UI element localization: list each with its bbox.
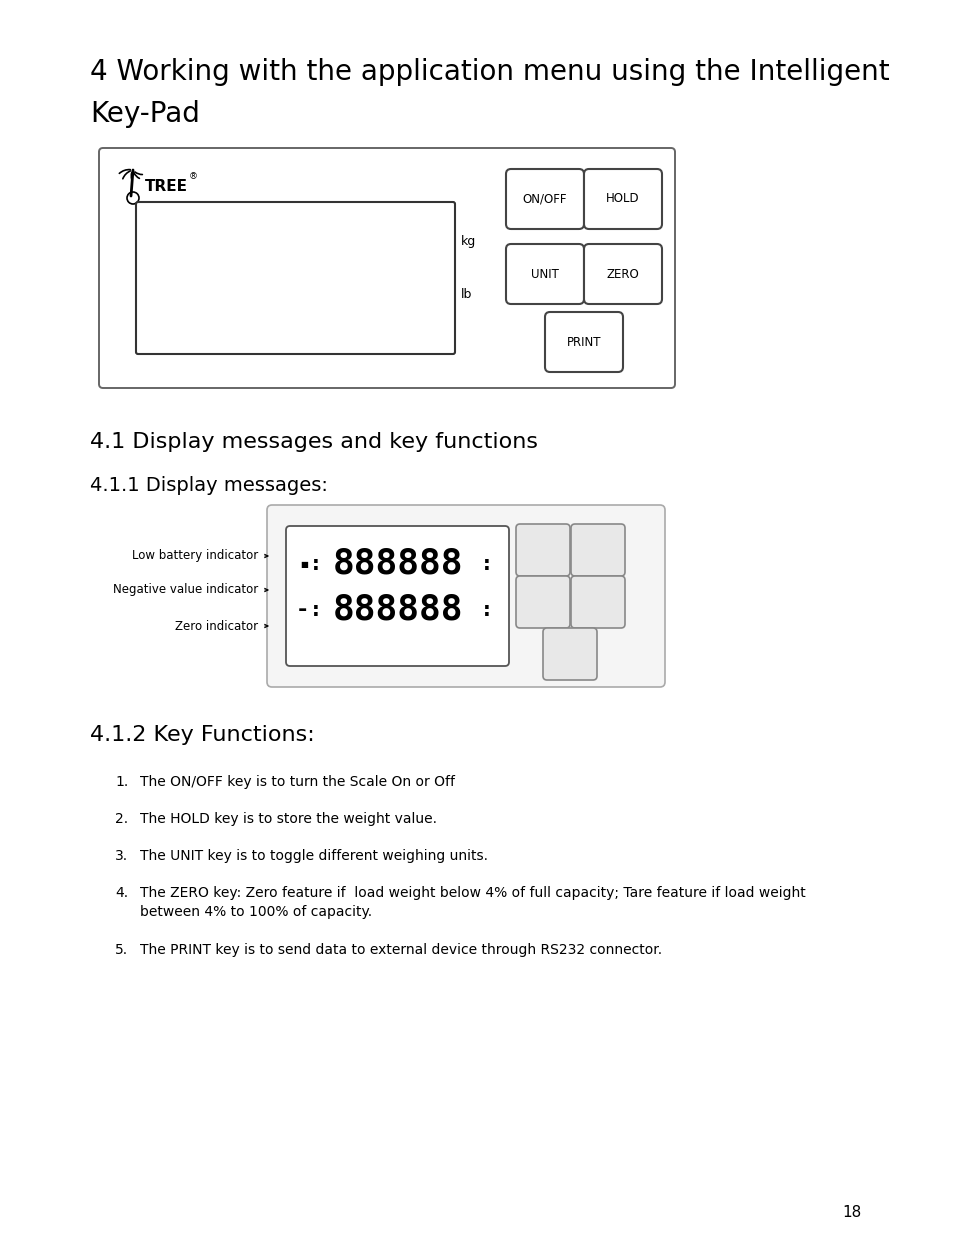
Text: UNIT: UNIT bbox=[531, 268, 558, 280]
Text: -: - bbox=[297, 600, 306, 620]
FancyBboxPatch shape bbox=[99, 148, 675, 388]
Text: ON/OFF: ON/OFF bbox=[522, 193, 567, 205]
Text: kg: kg bbox=[460, 236, 476, 248]
Text: The PRINT key is to send data to external device through RS232 connector.: The PRINT key is to send data to externa… bbox=[140, 944, 661, 957]
FancyBboxPatch shape bbox=[571, 524, 624, 576]
FancyBboxPatch shape bbox=[516, 524, 569, 576]
Text: TREE: TREE bbox=[145, 179, 188, 194]
Text: 5.: 5. bbox=[115, 944, 128, 957]
Text: ZERO: ZERO bbox=[606, 268, 639, 280]
Text: The ZERO key: Zero feature if  load weight below 4% of full capacity; Tare featu: The ZERO key: Zero feature if load weigh… bbox=[140, 885, 805, 900]
FancyBboxPatch shape bbox=[286, 526, 509, 666]
Text: 1.: 1. bbox=[115, 776, 128, 789]
Text: :: : bbox=[482, 555, 491, 573]
FancyBboxPatch shape bbox=[544, 312, 622, 372]
Text: The HOLD key is to store the weight value.: The HOLD key is to store the weight valu… bbox=[140, 811, 436, 826]
Text: 4.1 Display messages and key functions: 4.1 Display messages and key functions bbox=[90, 432, 537, 452]
FancyBboxPatch shape bbox=[583, 245, 661, 304]
FancyBboxPatch shape bbox=[583, 169, 661, 228]
FancyBboxPatch shape bbox=[516, 576, 569, 629]
Text: Low battery indicator: Low battery indicator bbox=[132, 550, 257, 562]
Text: ■: ■ bbox=[300, 559, 308, 568]
Text: ®: ® bbox=[189, 172, 198, 182]
Text: 4.: 4. bbox=[115, 885, 128, 900]
Text: Negative value indicator: Negative value indicator bbox=[112, 583, 257, 597]
FancyBboxPatch shape bbox=[136, 203, 455, 354]
Text: HOLD: HOLD bbox=[605, 193, 639, 205]
Text: 888888: 888888 bbox=[333, 593, 463, 627]
Text: The ON/OFF key is to turn the Scale On or Off: The ON/OFF key is to turn the Scale On o… bbox=[140, 776, 455, 789]
Text: 4.1.2 Key Functions:: 4.1.2 Key Functions: bbox=[90, 725, 314, 745]
FancyBboxPatch shape bbox=[542, 629, 597, 680]
Text: Zero indicator: Zero indicator bbox=[174, 620, 257, 632]
Text: :: : bbox=[312, 600, 319, 620]
FancyBboxPatch shape bbox=[267, 505, 664, 687]
Text: PRINT: PRINT bbox=[566, 336, 600, 348]
FancyBboxPatch shape bbox=[571, 576, 624, 629]
Text: The UNIT key is to toggle different weighing units.: The UNIT key is to toggle different weig… bbox=[140, 848, 488, 863]
Text: 888888: 888888 bbox=[333, 547, 463, 580]
Text: :: : bbox=[312, 555, 319, 573]
Text: 2.: 2. bbox=[115, 811, 128, 826]
Text: 3.: 3. bbox=[115, 848, 128, 863]
Text: 4.1.1 Display messages:: 4.1.1 Display messages: bbox=[90, 475, 328, 495]
Text: 4 Working with the application menu using the Intelligent: 4 Working with the application menu usin… bbox=[90, 58, 889, 86]
FancyBboxPatch shape bbox=[505, 245, 583, 304]
Text: 18: 18 bbox=[841, 1205, 862, 1220]
Text: Key-Pad: Key-Pad bbox=[90, 100, 200, 128]
Text: :: : bbox=[482, 600, 491, 620]
Text: between 4% to 100% of capacity.: between 4% to 100% of capacity. bbox=[140, 905, 372, 919]
Text: lb: lb bbox=[460, 288, 472, 300]
FancyBboxPatch shape bbox=[505, 169, 583, 228]
